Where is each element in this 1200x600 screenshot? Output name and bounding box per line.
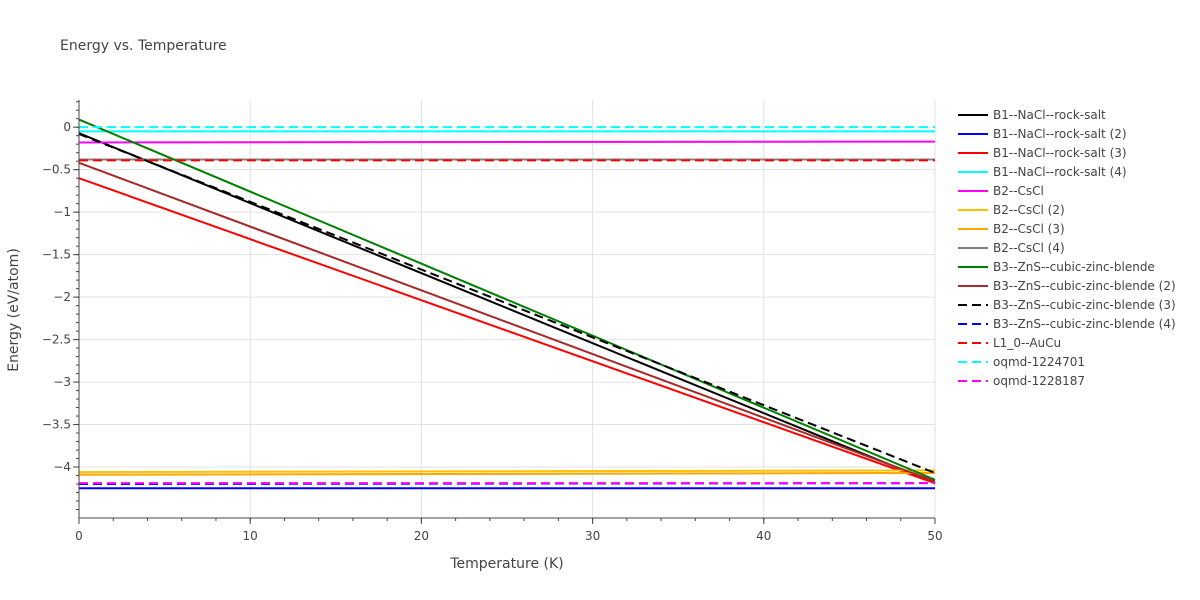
legend-label: B3--ZnS--cubic-zinc-blende (2) [993,279,1176,293]
legend-item[interactable]: B1--NaCl--rock-salt (4) [958,165,1127,179]
series-line [78,118,936,481]
y-tick-label: −1 [53,205,71,219]
legend-label: oqmd-1224701 [993,355,1085,369]
plot-area [78,118,936,490]
x-axis-title: Temperature (K) [449,556,563,572]
legend-label: L1_0--AuCu [993,336,1061,350]
x-tick-label: 50 [927,529,942,543]
legend-label: B3--ZnS--cubic-zinc-blende [993,260,1155,274]
legend-item[interactable]: L1_0--AuCu [958,336,1061,350]
legend-item[interactable]: B3--ZnS--cubic-zinc-blende [958,260,1155,274]
y-tick-label: −2.5 [42,333,71,347]
x-tick-label: 10 [243,529,258,543]
y-tick-label: −2 [53,290,71,304]
legend-label: B2--CsCl (2) [993,203,1065,217]
series-line [78,177,936,485]
legend-item[interactable]: B2--CsCl (3) [958,222,1065,236]
y-tick-label: −3.5 [42,418,71,432]
legend-label: B1--NaCl--rock-salt [993,108,1106,122]
legend-item[interactable]: B1--NaCl--rock-salt (2) [958,127,1127,141]
y-tick-label: −4 [53,460,71,474]
series-line [78,161,936,483]
y-tick-label: 0 [63,120,71,134]
legend-label: B1--NaCl--rock-salt (2) [993,127,1127,141]
legend-label: B1--NaCl--rock-salt (3) [993,146,1127,160]
legend-item[interactable]: oqmd-1228187 [958,374,1085,388]
legend-item[interactable]: oqmd-1224701 [958,355,1085,369]
axes: 0 10 20 30 40 50 0 −0.5 −1 −1.5 −2 −2.5 −3 −3.5 −4 [42,100,943,543]
x-tick-label: 0 [75,529,83,543]
legend-item[interactable]: B1--NaCl--rock-salt (3) [958,146,1127,160]
y-tick-label: −1.5 [42,248,71,262]
legend-item[interactable]: B3--ZnS--cubic-zinc-blende (3) [958,298,1176,312]
x-tick-label: 40 [756,529,771,543]
legend-item[interactable]: B3--ZnS--cubic-zinc-blende (4) [958,317,1176,331]
legend-item[interactable]: B2--CsCl (2) [958,203,1065,217]
y-tick-label: −0.5 [42,163,71,177]
x-tick-label: 30 [585,529,600,543]
y-axis-title: Energy (eV/atom) [6,248,22,372]
legend-item[interactable]: B2--CsCl [958,184,1044,198]
legend-label: B2--CsCl (4) [993,241,1065,255]
legend-label: B3--ZnS--cubic-zinc-blende (3) [993,298,1176,312]
legend-item[interactable]: B1--NaCl--rock-salt [958,108,1106,122]
series-line [78,132,936,485]
chart-title: Energy vs. Temperature [60,38,227,54]
legend-label: B1--NaCl--rock-salt (4) [993,165,1127,179]
x-tick-label: 20 [414,529,429,543]
legend-item[interactable]: B3--ZnS--cubic-zinc-blende (2) [958,279,1176,293]
series-line [78,469,936,474]
series-line [78,140,936,144]
legend: B1--NaCl--rock-salt B1--NaCl--rock-salt (… [958,108,1176,388]
legend-item[interactable]: B2--CsCl (4) [958,241,1065,255]
series-line [78,471,936,476]
legend-label: B2--CsCl (3) [993,222,1065,236]
y-tick-label: −3 [53,375,71,389]
legend-label: B3--ZnS--cubic-zinc-blende (4) [993,317,1176,331]
legend-label: oqmd-1228187 [993,374,1085,388]
legend-label: B2--CsCl [993,184,1044,198]
